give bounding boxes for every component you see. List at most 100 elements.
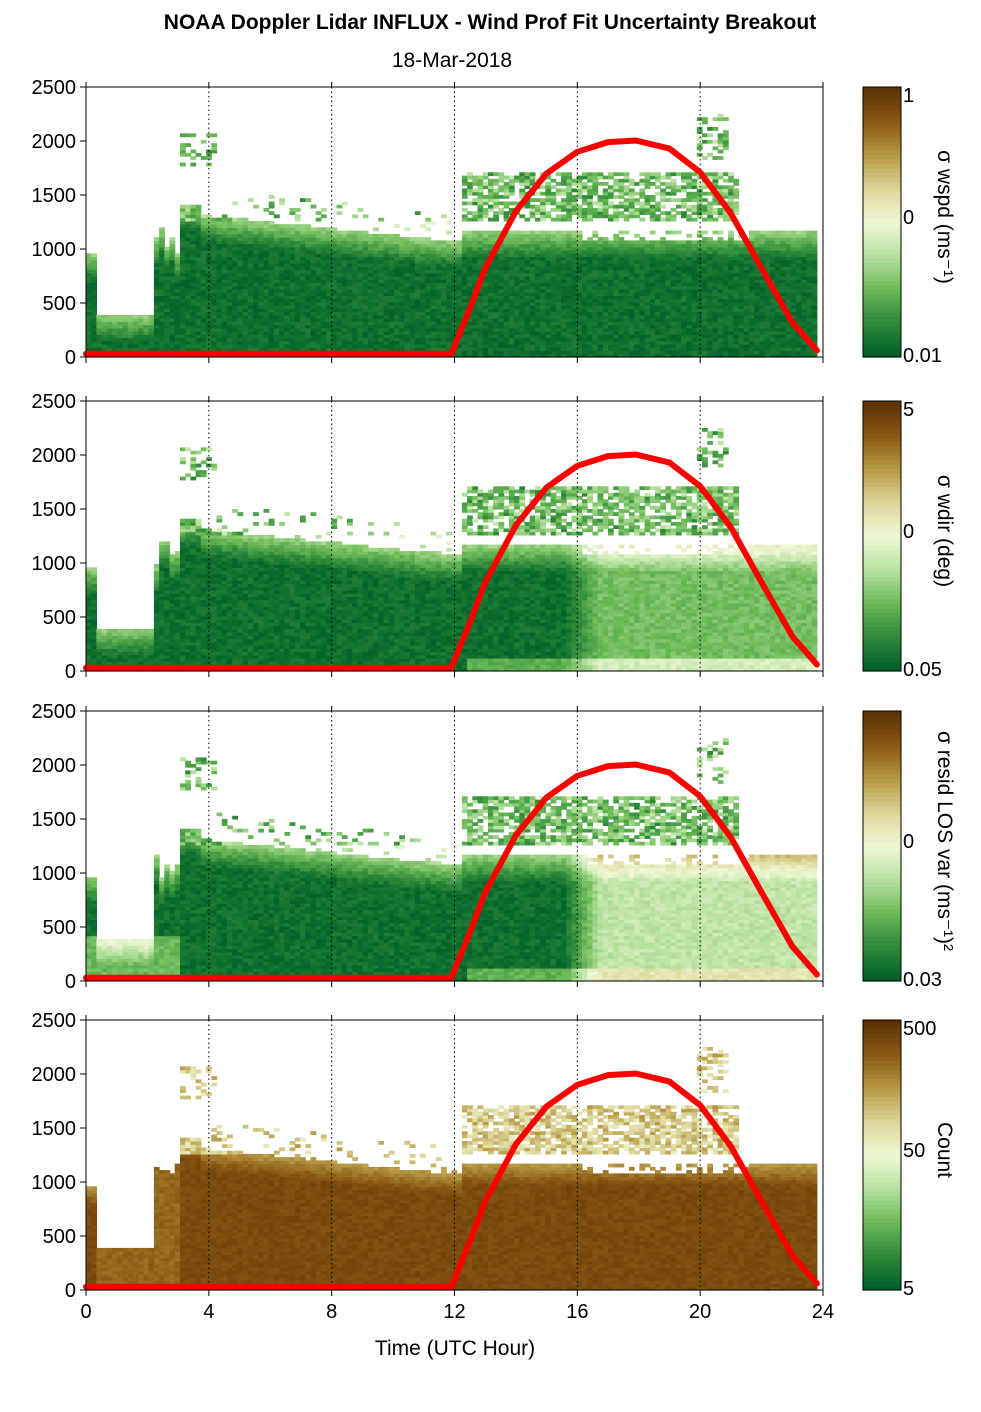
heatmap-cell — [196, 315, 202, 319]
heatmap-cell — [311, 338, 317, 342]
heatmap-cell — [159, 331, 165, 335]
heatmap-cell — [269, 299, 275, 303]
heatmap-cell — [190, 273, 196, 277]
heatmap-cell — [222, 224, 228, 228]
heatmap-cell — [164, 250, 170, 254]
panels: 05001000150020002500 100.01σ wspd (ms⁻¹)0… — [32, 77, 957, 1323]
heatmap-cell — [227, 234, 233, 238]
heatmap-cell — [196, 289, 202, 293]
heatmap-cell — [331, 338, 337, 342]
heatmap-cell — [305, 224, 311, 228]
heatmap-cell — [284, 224, 290, 228]
heatmap-cell — [232, 321, 238, 325]
heatmap-cell — [107, 315, 113, 319]
heatmap-cell — [269, 266, 275, 270]
heatmap-cell — [321, 315, 327, 319]
heatmap-cell — [185, 240, 191, 244]
heatmap-cell — [211, 305, 217, 309]
heatmap-cell — [279, 250, 285, 254]
heatmap-cell — [232, 224, 238, 228]
heatmap-cell — [201, 347, 207, 351]
heatmap-cell — [185, 257, 191, 261]
heatmap-cell — [352, 257, 358, 261]
heatmap-cell — [321, 299, 327, 303]
heatmap-cell — [180, 240, 186, 244]
heatmap-cell — [290, 224, 296, 228]
heatmap-cell — [253, 321, 259, 325]
heatmap-cell — [232, 331, 238, 335]
heatmap-cell — [279, 257, 285, 261]
heatmap-cell — [217, 289, 223, 293]
heatmap-cell — [290, 347, 296, 351]
heatmap-cell — [337, 347, 343, 351]
heatmap-cell — [264, 347, 270, 351]
heatmap-cell — [311, 321, 317, 325]
heatmap-cell — [269, 250, 275, 254]
heatmap-cell — [258, 347, 264, 351]
heatmap-cell — [196, 321, 202, 325]
heatmap-cell — [222, 321, 228, 325]
heatmap-cell — [253, 224, 259, 228]
heatmap-cell — [295, 315, 301, 319]
heatmap-cell — [170, 305, 176, 309]
heatmap-cell — [149, 321, 155, 325]
heatmap-cell — [295, 299, 301, 303]
heatmap-cell — [295, 331, 301, 335]
heatmap-cell — [342, 347, 348, 351]
heatmap-cell — [175, 315, 181, 319]
heatmap-cell — [269, 257, 275, 261]
heatmap-cell — [311, 347, 317, 351]
heatmap-cell — [269, 283, 275, 287]
heatmap-cell — [321, 214, 327, 218]
heatmap-cell — [253, 283, 259, 287]
heatmap-cell — [305, 250, 311, 254]
heatmap-cell — [290, 266, 296, 270]
heatmap-cell — [190, 266, 196, 270]
heatmap-cell — [190, 338, 196, 342]
heatmap-cell — [358, 289, 364, 293]
heatmap-cell — [185, 273, 191, 277]
heatmap-cell — [295, 289, 301, 293]
heatmap-cell — [180, 205, 186, 209]
heatmap-cell — [342, 266, 348, 270]
heatmap-cell — [358, 273, 364, 277]
heatmap-cell — [347, 331, 353, 335]
heatmap-cell — [143, 331, 149, 335]
heatmap-cell — [264, 321, 270, 325]
heatmap-cell — [311, 266, 317, 270]
heatmap-cell — [305, 273, 311, 277]
heatmap-cell — [190, 208, 196, 212]
heatmap-cell — [86, 338, 92, 342]
heatmap-cell — [305, 283, 311, 287]
heatmap-cells — [86, 114, 817, 358]
heatmap-cell — [358, 240, 364, 244]
heatmap-cell — [248, 240, 254, 244]
heatmap-cell — [347, 266, 353, 270]
heatmap-cell — [342, 289, 348, 293]
heatmap-cell — [159, 315, 165, 319]
heatmap-cell — [311, 299, 317, 303]
heatmap-cell — [180, 133, 186, 137]
heatmap-cell — [217, 331, 223, 335]
heatmap-cell — [222, 214, 228, 218]
heatmap-cell — [300, 321, 306, 325]
heatmap-cell — [300, 299, 306, 303]
heatmap-cell — [300, 224, 306, 228]
heatmap-cell — [112, 331, 118, 335]
heatmap-cell — [154, 289, 160, 293]
heatmap-cell — [274, 299, 280, 303]
heatmap-cell — [305, 305, 311, 309]
heatmap-cell — [170, 237, 176, 241]
heatmap-cell — [311, 283, 317, 287]
heatmap-cell — [316, 331, 322, 335]
heatmap-cell — [295, 224, 301, 228]
heatmap-cell — [284, 240, 290, 244]
heatmap-cell — [91, 257, 97, 261]
heatmap-cell — [112, 315, 118, 319]
heatmap-cell — [316, 299, 322, 303]
heatmap-cell — [86, 257, 92, 261]
heatmap-cell — [232, 347, 238, 351]
heatmap-cell — [284, 331, 290, 335]
heatmap-cell — [86, 331, 92, 335]
heatmap-cell — [190, 250, 196, 254]
